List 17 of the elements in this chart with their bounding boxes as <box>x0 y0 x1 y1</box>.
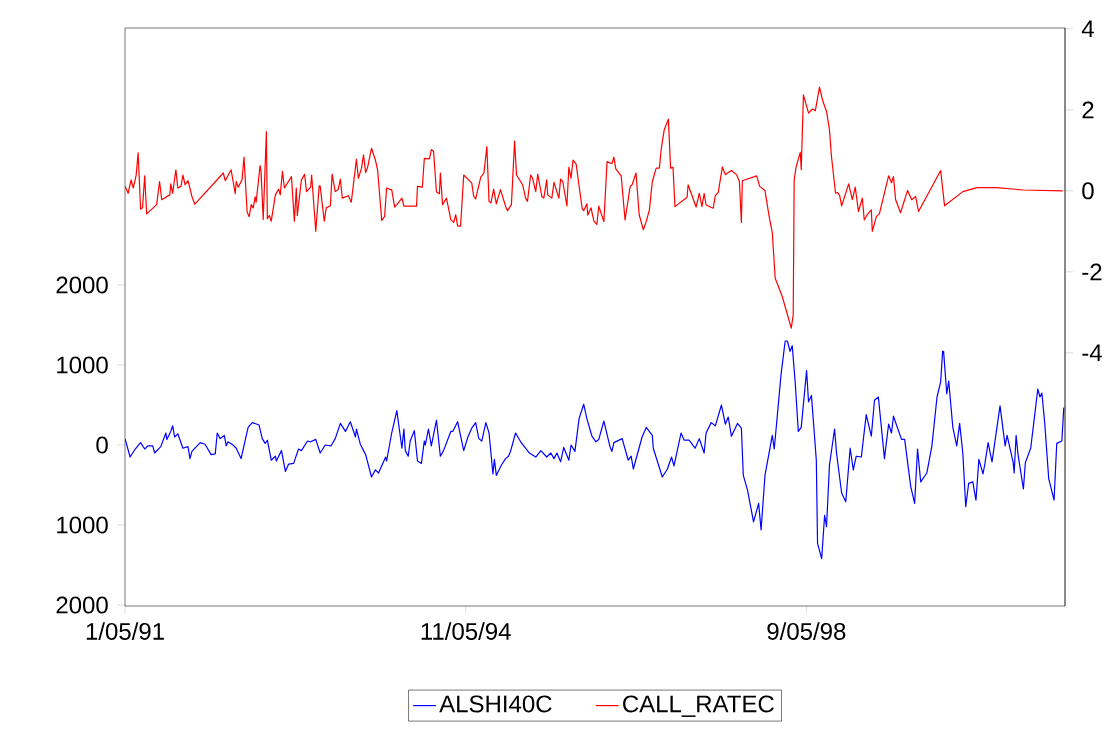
legend-label: ALSHI40C <box>439 695 552 713</box>
y2-tick-label: 0 <box>1082 182 1094 200</box>
y2-tick-label: -2 <box>1082 263 1102 281</box>
x-tick-label: 9/05/98 <box>767 622 846 640</box>
x-tick-label: 1/05/91 <box>86 622 164 640</box>
y-tick-label: 0 <box>96 436 108 454</box>
line-series <box>125 340 1065 560</box>
y-tick-label: 1000 <box>57 356 108 374</box>
legend-label: CALL_RATEC <box>623 695 774 717</box>
y2-tick-label: -4 <box>1082 344 1102 362</box>
y-tick-label: 1000 <box>57 516 108 534</box>
y-tick-label: 2000 <box>56 596 108 614</box>
line-series <box>125 86 1064 329</box>
y2-tick-label: 4 <box>1081 20 1094 38</box>
x-tick-label: 11/05/94 <box>421 622 511 640</box>
y2-tick-label: 2 <box>1082 101 1094 119</box>
y-tick-label: 2000 <box>56 276 108 294</box>
